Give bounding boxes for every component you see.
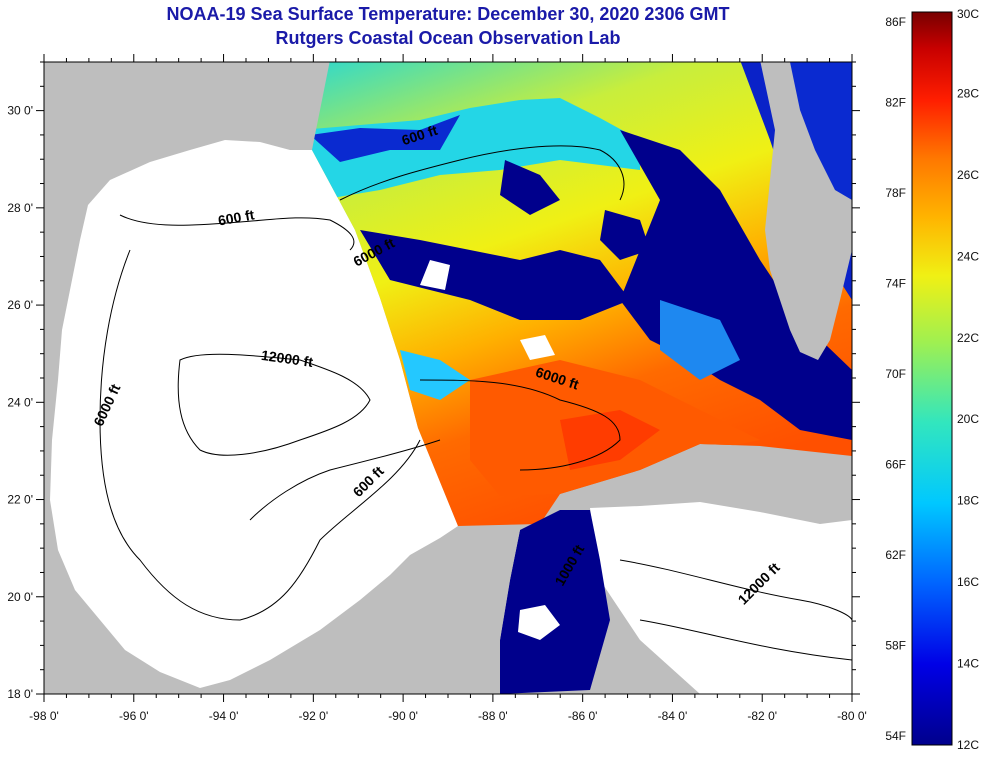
contour-600ft-north — [339, 145, 625, 201]
caribbean-water — [590, 502, 852, 694]
contour-caribbean-2 — [639, 619, 852, 661]
contour-12000ft-caribbean — [619, 559, 852, 621]
contour-label: 12000 ft — [260, 347, 314, 370]
lon-tick-label: -94 0' — [209, 709, 239, 723]
colorbar-celsius-label: 12C — [957, 738, 979, 752]
contour-600ft — [119, 214, 355, 251]
contour-600ft-shelf — [249, 439, 441, 521]
lat-tick-label: 20 0' — [7, 590, 33, 604]
colorbar-labels: 30C 28C 26C 24C 22C 20C 18C 16C 14C 12C 86F 82F 78F 7… — [885, 7, 979, 752]
colorbar — [911, 11, 953, 746]
lon-tick-label: -86 0' — [568, 709, 598, 723]
contour-12000ft — [177, 353, 371, 456]
lon-tick-label: -88 0' — [478, 709, 508, 723]
lon-tick-label: -92 0' — [299, 709, 329, 723]
lat-tick-label: 18 0' — [7, 687, 33, 701]
colorbar-celsius-label: 24C — [957, 249, 979, 263]
colorbar-fahrenheit-label: 66F — [885, 457, 906, 471]
lat-tick-label: 22 0' — [7, 493, 33, 507]
colorbar-fahrenheit-label: 86F — [885, 15, 906, 29]
atlantic-cold-water — [790, 62, 852, 200]
colorbar-fahrenheit-label: 54F — [885, 729, 906, 743]
lat-tick-label: 26 0' — [7, 298, 33, 312]
lon-tick-label: -90 0' — [388, 709, 418, 723]
colorbar-fahrenheit-label: 70F — [885, 367, 906, 381]
colorbar-celsius-label: 30C — [957, 7, 979, 21]
colorbar-fahrenheit-label: 82F — [885, 95, 906, 109]
map-subtitle: Rutgers Coastal Ocean Observation Lab — [275, 28, 621, 48]
lon-tick-label: -96 0' — [119, 709, 149, 723]
lon-tick-label: -82 0' — [747, 709, 777, 723]
map-title: NOAA-19 Sea Surface Temperature: Decembe… — [166, 4, 730, 24]
axis-ticks: -98 0' -96 0' -94 0' -92 0' -90 0' -88 0' -86 … — [7, 54, 867, 723]
colorbar-celsius-label: 20C — [957, 412, 979, 426]
colorbar-fahrenheit-label: 74F — [885, 276, 906, 290]
lon-tick-label: -80 0' — [837, 709, 867, 723]
western-gulf-water — [50, 140, 458, 688]
lon-tick-label: -84 0' — [658, 709, 688, 723]
colorbar-celsius-label: 26C — [957, 168, 979, 182]
yucatan-cloud — [500, 510, 610, 694]
cuba-land — [570, 456, 852, 520]
colorbar-celsius-label: 18C — [957, 494, 979, 508]
lat-tick-label: 24 0' — [7, 395, 33, 409]
colorbar-celsius-label: 22C — [957, 331, 979, 345]
yucatan-land — [300, 530, 520, 694]
lon-tick-label: -98 0' — [29, 709, 59, 723]
colorbar-celsius-label: 28C — [957, 86, 979, 100]
colorbar-fahrenheit-label: 78F — [885, 186, 906, 200]
contour-6000ft-east — [419, 379, 621, 471]
cloud-gap — [518, 605, 560, 640]
contour-label: 600 ft — [217, 206, 256, 228]
lat-tick-label: 30 0' — [7, 104, 33, 118]
colorbar-fahrenheit-label: 58F — [885, 638, 906, 652]
colorbar-fahrenheit-label: 62F — [885, 548, 906, 562]
lat-tick-label: 28 0' — [7, 201, 33, 215]
colorbar-celsius-label: 16C — [957, 575, 979, 589]
sst-swath — [312, 62, 852, 526]
contour-6000ft — [99, 249, 421, 621]
colorbar-celsius-label: 14C — [957, 657, 979, 671]
